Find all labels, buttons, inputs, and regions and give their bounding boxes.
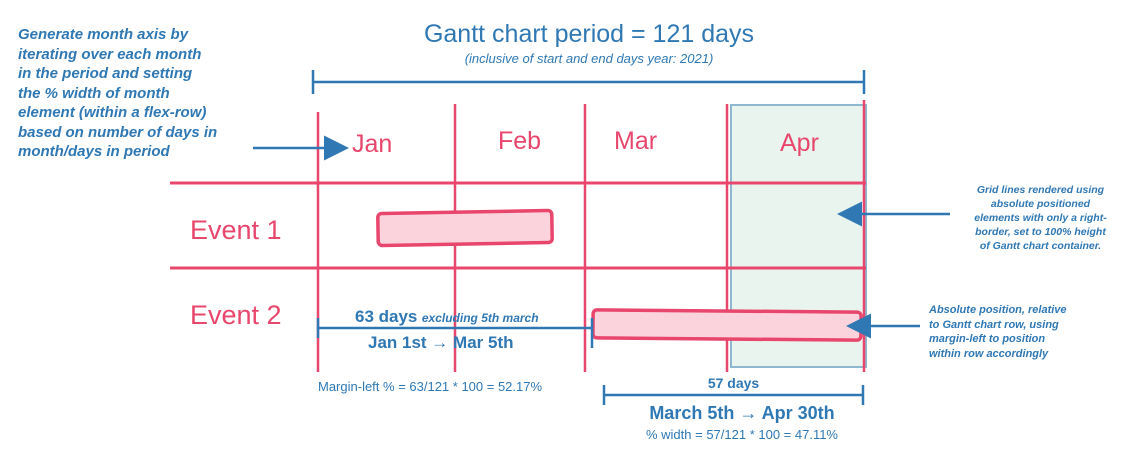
event-2-label: Event 2 — [190, 300, 282, 330]
width-range-label: March 5th → Apr 30th — [649, 403, 835, 423]
month-label-jan: Jan — [352, 130, 393, 158]
margin-formula: Margin-left % = 63/121 * 100 = 52.17% — [318, 379, 543, 394]
width-days-label: 57 days — [707, 375, 760, 391]
month-axis-note: Generate month axis by iterating over ea… — [18, 26, 218, 160]
chart-title: Gantt chart period = 121 days — [423, 20, 755, 48]
width-formula: % width = 57/121 * 100 = 47.11% — [645, 427, 838, 442]
absolute-position-note: Absolute position, relative to Gantt cha… — [929, 304, 1067, 360]
offset-range-label: Jan 1st → Mar 5th — [368, 333, 514, 352]
event-1-label: Event 1 — [190, 215, 282, 245]
month-label-mar: Mar — [614, 127, 658, 155]
month-label-feb: Feb — [498, 127, 542, 155]
offset-days-label: 63 days excluding 5th march — [355, 307, 539, 326]
chart-subtitle: (inclusive of start and end days year: 2… — [464, 51, 714, 66]
event-1-bar — [376, 208, 554, 248]
grid-lines-note: Grid lines rendered using absolute posit… — [974, 184, 1107, 252]
event-2-bar — [591, 308, 863, 342]
month-label-apr: Apr — [780, 129, 819, 157]
